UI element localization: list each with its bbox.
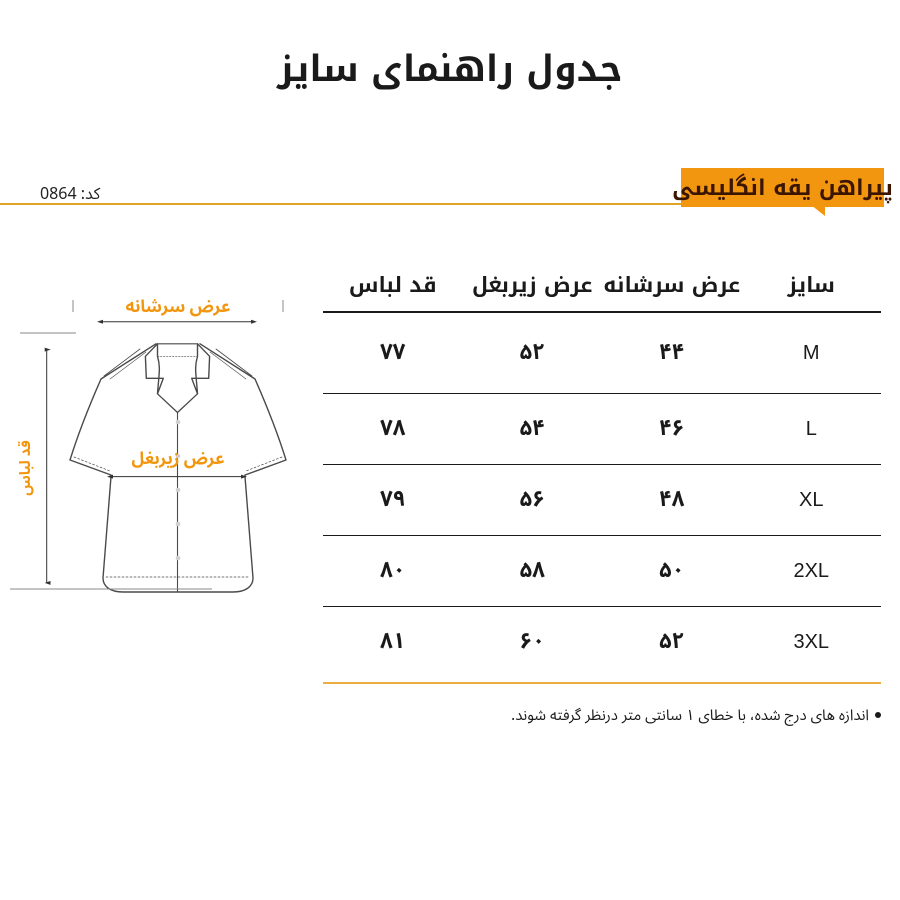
svg-text:عرض سرشانه: عرض سرشانه [126, 289, 231, 325]
svg-text:قد لباس: قد لباس [10, 440, 42, 496]
svg-text:عرض زیربغل: عرض زیربغل [131, 441, 224, 477]
